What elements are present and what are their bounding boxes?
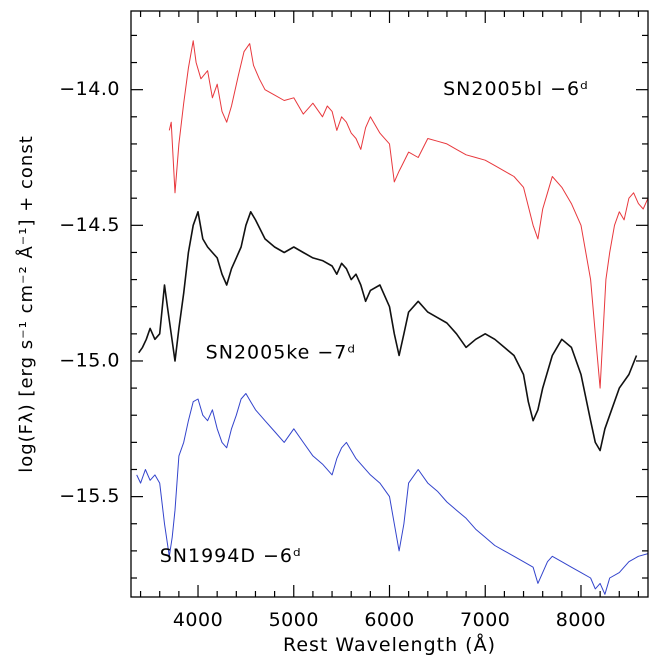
x-tick-label: 5000 — [269, 609, 319, 631]
x-tick-label: 7000 — [460, 609, 510, 631]
axis-ticks: 4000 5000 6000 7000 8000 −14.0 −14.5 −15.0 −15.5 — [59, 11, 648, 631]
spectrum-line-2 — [138, 211, 638, 452]
y-axis-label: log(Fλ) [erg s⁻¹ cm⁻² Å⁻¹] + const — [15, 135, 37, 473]
x-tick-label: 8000 — [556, 609, 606, 631]
y-tick-label: −15.5 — [59, 485, 120, 507]
y-tick-label: −15.0 — [59, 349, 120, 371]
y-tick-label: −14.5 — [59, 214, 120, 236]
spectrum-line-3 — [136, 393, 649, 595]
x-tick-label: 4000 — [173, 609, 223, 631]
series-label-layer: SN2005bl −6ᵈ SN2005ke −7ᵈ SN1994D −6ᵈ — [160, 78, 589, 567]
spectrum-line-1 — [168, 40, 649, 389]
series-label-2: SN2005ke −7ᵈ — [206, 341, 356, 363]
x-axis-label: Rest Wavelength (Å) — [283, 633, 496, 656]
series-label-3: SN1994D −6ᵈ — [160, 545, 302, 567]
x-tick-label: 6000 — [364, 609, 414, 631]
series-label-1: SN2005bl −6ᵈ — [443, 78, 589, 100]
spectra-layer — [136, 40, 649, 595]
y-tick-label: −14.0 — [59, 78, 120, 100]
